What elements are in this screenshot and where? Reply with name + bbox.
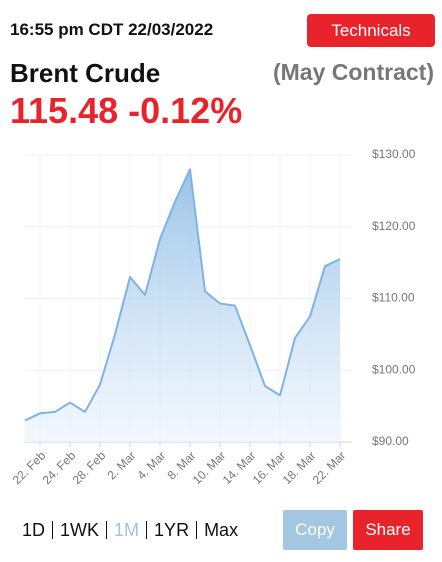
- price-line: 115.48 -0.12%: [10, 90, 242, 132]
- y-tick-label: $120.00: [372, 219, 416, 233]
- contract: (May Contract): [272, 59, 434, 85]
- x-tick-label: 28. Feb: [70, 448, 109, 487]
- x-tick-label: 22. Mar: [310, 448, 349, 487]
- instrument-name: Brent Crude: [10, 58, 161, 88]
- change: -0.12%: [128, 90, 243, 131]
- copy-button[interactable]: Copy: [283, 510, 347, 550]
- y-tick-label: $110.00: [372, 291, 415, 305]
- y-tick-label: $90.00: [372, 434, 409, 448]
- y-tick-label: $100.00: [372, 362, 416, 376]
- area: [25, 169, 340, 442]
- range-option[interactable]: 1M: [107, 521, 148, 539]
- range-option[interactable]: 1WK: [53, 521, 108, 539]
- x-tick-label: 2. Mar: [104, 448, 138, 482]
- share-button[interactable]: Share: [353, 510, 423, 550]
- y-tick-label: $130.00: [372, 147, 416, 161]
- x-tick-label: 4. Mar: [134, 448, 168, 482]
- range-option[interactable]: 1YR: [147, 521, 198, 539]
- timestamp: 16:55 pm CDT 22/03/2022: [10, 20, 214, 39]
- line: [24, 168, 341, 422]
- range-option[interactable]: Max: [204, 520, 239, 540]
- range-selector: 1D 1WK 1M 1YR Max: [22, 521, 245, 539]
- technicals-button[interactable]: Technicals: [307, 14, 435, 47]
- price: 115.48: [10, 90, 119, 131]
- range-option[interactable]: 1D: [22, 521, 54, 539]
